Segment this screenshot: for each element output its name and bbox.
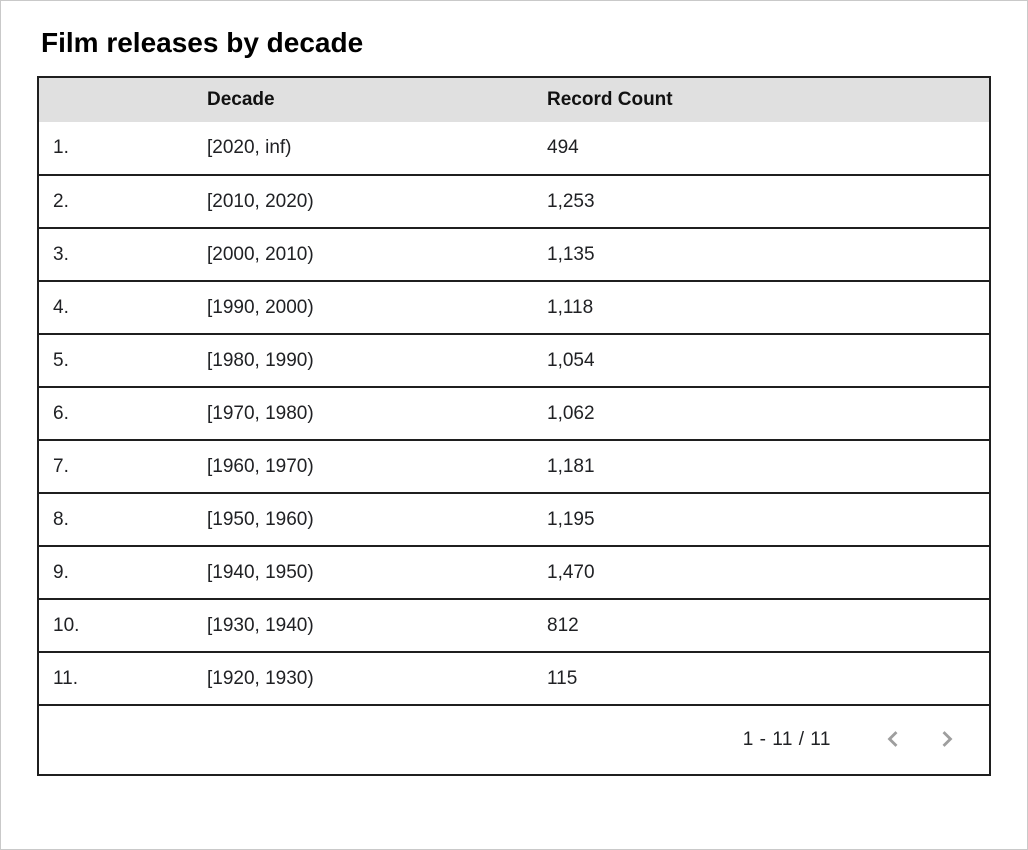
- prev-page-button[interactable]: [873, 720, 913, 760]
- table-row: 8. [1950, 1960) 1,195: [38, 493, 990, 547]
- chevron-right-icon: [934, 726, 960, 755]
- table-row: 9. [1940, 1950) 1,470: [38, 546, 990, 600]
- row-index-cell: 11.: [53, 667, 79, 689]
- decade-cell: [1920, 1930): [207, 667, 314, 689]
- next-page-button[interactable]: [927, 720, 967, 760]
- record-count-cell: 1,054: [547, 349, 595, 371]
- table-row: 6. [1970, 1980) 1,062: [38, 387, 990, 441]
- table-row: 3. [2000, 2010) 1,135: [38, 228, 990, 282]
- row-index-cell: 6.: [53, 402, 69, 424]
- table-row: 1. [2020, inf) 494: [38, 122, 990, 176]
- film-releases-table: Decade Record Count 1. [2020, inf) 494 2…: [37, 76, 991, 777]
- record-count-cell: 812: [547, 614, 579, 636]
- table-row: 11. [1920, 1930) 115: [38, 652, 990, 706]
- page-title: Film releases by decade: [41, 27, 364, 58]
- row-index-cell: 10.: [53, 614, 80, 636]
- record-count-cell: 494: [547, 137, 579, 159]
- record-count-cell: 1,062: [547, 402, 595, 424]
- record-count-cell: 115: [547, 667, 578, 689]
- decade-cell: [1980, 1990): [207, 349, 314, 371]
- record-count-cell: 1,135: [547, 243, 595, 265]
- table-row: 4. [1990, 2000) 1,118: [38, 281, 990, 335]
- row-index-cell: 4.: [53, 296, 69, 318]
- decade-cell: [1970, 1980): [207, 402, 314, 424]
- pagination-row: 1 - 11 / 11: [38, 705, 990, 775]
- decade-cell: [1940, 1950): [207, 561, 314, 583]
- row-index-cell: 2.: [53, 190, 69, 212]
- row-index-cell: 7.: [53, 455, 69, 477]
- decade-cell: [2010, 2020): [207, 190, 314, 212]
- record-count-cell: 1,253: [547, 190, 595, 212]
- header-decade[interactable]: Decade: [207, 89, 275, 111]
- row-index-cell: 5.: [53, 349, 69, 371]
- pagination-range-label: 1 - 11 / 11: [742, 729, 831, 751]
- row-index-cell: 8.: [53, 508, 69, 530]
- decade-cell: [2000, 2010): [207, 243, 314, 265]
- table-row: 2. [2010, 2020) 1,253: [38, 175, 990, 229]
- decade-cell: [1990, 2000): [207, 296, 314, 318]
- chevron-left-icon: [880, 726, 906, 755]
- table-row: 10. [1930, 1940) 812: [38, 599, 990, 653]
- header-index: [38, 77, 192, 122]
- pagination-controls: 1 - 11 / 11: [39, 720, 989, 760]
- row-index-cell: 3.: [53, 243, 69, 265]
- record-count-cell: 1,470: [547, 561, 595, 583]
- decade-cell: [2020, inf): [207, 137, 292, 159]
- decade-cell: [1950, 1960): [207, 508, 314, 530]
- row-index-cell: 1.: [53, 137, 69, 159]
- header-record-count[interactable]: Record Count: [547, 89, 673, 111]
- decade-cell: [1960, 1970): [207, 455, 314, 477]
- table-row: 5. [1980, 1990) 1,054: [38, 334, 990, 388]
- record-count-cell: 1,195: [547, 508, 595, 530]
- table-header-row: Decade Record Count: [38, 77, 990, 123]
- row-index-cell: 9.: [53, 561, 69, 583]
- decade-cell: [1930, 1940): [207, 614, 314, 636]
- table-row: 7. [1960, 1970) 1,181: [38, 440, 990, 494]
- record-count-cell: 1,118: [547, 296, 594, 318]
- record-count-cell: 1,181: [547, 455, 595, 477]
